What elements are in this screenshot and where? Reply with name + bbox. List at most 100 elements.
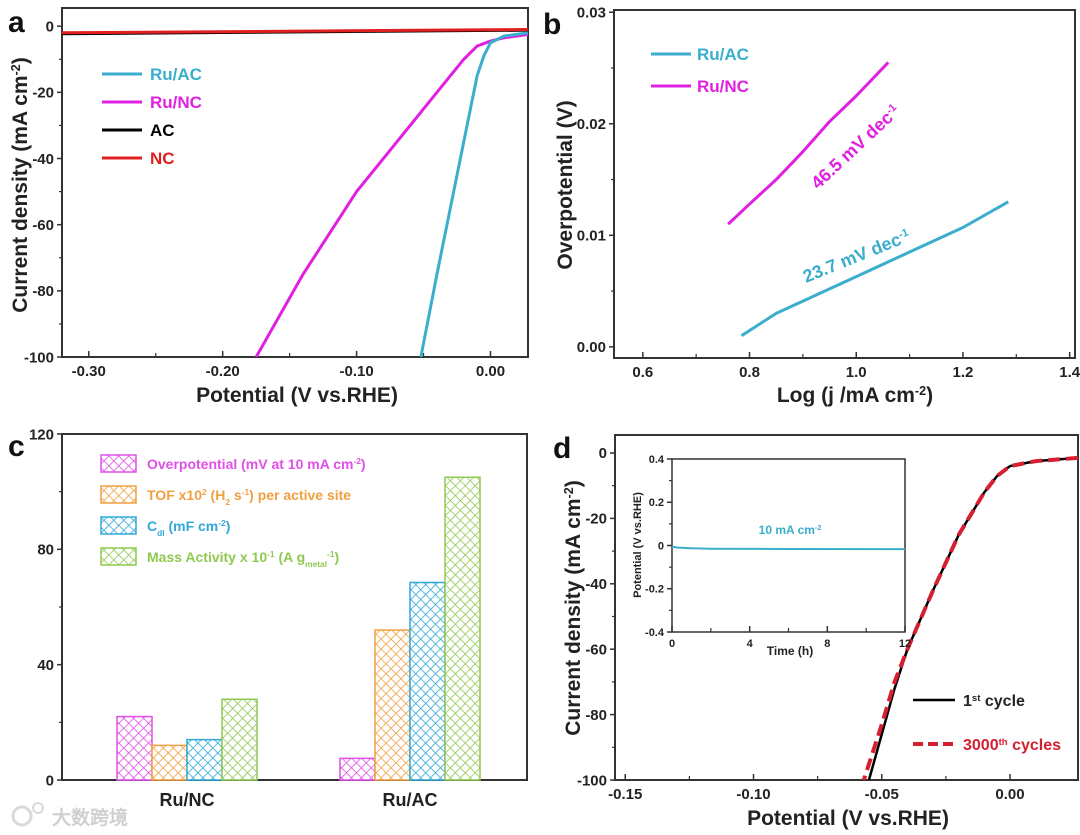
panel-a: -0.30 -0.20 -0.10 0.00 0 -20 -40 -60 -80 -100 Ru/A… [9, 7, 529, 407]
y-tick-label: -40 [32, 151, 54, 168]
bar-ru-nc-3 [221, 698, 258, 781]
panel-c: 0 40 80 120 Ru/NC Ru/AC Overpotential (mV at 1… [29, 426, 528, 810]
x-tick-label: -0.15 [608, 786, 642, 803]
y-tick-label: 0.2 [649, 497, 664, 509]
x-tick-label: 1.4 [1059, 364, 1080, 381]
x-tick-label: -0.30 [72, 363, 106, 380]
x-tick-label: 0 [669, 638, 675, 650]
legend-label: Mass Activity x 10-1 (A gmetal-1) [147, 549, 339, 569]
legend-label: Ru/AC [697, 45, 749, 64]
legend-swatch [100, 485, 137, 504]
legend-label: 1st cycle [963, 693, 1025, 711]
panel-d: -0.15 -0.10 -0.05 0.00 0 -20 -40 -60 -80 -100 1st … [562, 434, 1079, 830]
legend-label: 3000th cycles [963, 737, 1061, 755]
y-axis-title: Current density (mA cm-2) [562, 480, 585, 735]
legend-label: NC [150, 149, 175, 168]
y-tick-label: 0 [46, 18, 54, 35]
y-tick-label: 0.01 [577, 228, 606, 245]
series-line-nc [62, 28, 528, 35]
x-tick-label: 0.6 [632, 364, 653, 381]
series-group [861, 455, 1078, 780]
y-tick-label: 40 [37, 657, 54, 674]
inset-background [672, 459, 905, 632]
bar-ru-nc-1 [151, 744, 188, 781]
watermark: 大数跨境 [11, 802, 128, 829]
x-tick-label: 1.0 [846, 364, 867, 381]
y-tick-label: 0 [46, 772, 54, 789]
x-tick-label: 12 [899, 638, 911, 650]
panel-letter-d: d [553, 432, 571, 465]
y-tick-label: 0.02 [577, 116, 606, 133]
bar-ru-nc-0 [116, 715, 153, 781]
bar-ru-ac-0 [339, 757, 376, 781]
y-tick-label: -40 [585, 576, 607, 593]
y-tick-label: -20 [32, 85, 54, 102]
inset-annotation: 10 mA cm-2 [759, 523, 822, 538]
x-tick-label: 1.2 [953, 364, 974, 381]
y-tick-label: -80 [32, 283, 54, 300]
y-tick-label: 120 [29, 426, 54, 443]
y-tick-label: -0.4 [645, 627, 665, 639]
legend-swatch [100, 547, 137, 566]
watermark-logo-icon [11, 805, 33, 827]
category-label: Ru/NC [160, 790, 215, 810]
series-line-ru-nc [727, 61, 890, 226]
y-tick-label: 0.00 [577, 339, 606, 356]
legend-swatch [100, 516, 137, 535]
x-tick-label: -0.05 [865, 786, 899, 803]
legend-label: Ru/NC [697, 77, 749, 96]
series-line-3000-th-cycles [861, 455, 1078, 780]
y-tick-label: 0.03 [577, 4, 606, 21]
y-tick-label: 80 [37, 542, 54, 559]
plot-frame [613, 9, 1076, 359]
legend-swatch [100, 454, 137, 473]
plot-frame [614, 434, 1079, 781]
panel-letter-a: a [8, 6, 25, 39]
x-tick-label: 4 [747, 638, 754, 650]
x-axis-title: Potential (V vs.RHE) [747, 807, 949, 830]
y-tick-label: -60 [32, 217, 54, 234]
y-tick-label: -100 [24, 349, 54, 366]
series-group [62, 28, 528, 357]
y-tick-label: -100 [577, 772, 607, 789]
y-tick-label: 0 [658, 540, 664, 552]
inset-y-axis-title: Potential (V vs.RHE) [632, 492, 644, 598]
inset-x-axis-title: Time (h) [767, 644, 813, 658]
slope-annotation: 46.5 mV dec-1 [807, 101, 904, 193]
x-tick-label: 8 [824, 638, 830, 650]
watermark-text: 大数跨境 [52, 806, 128, 829]
x-tick-label: 0.00 [476, 363, 505, 380]
panel-letter-b: b [543, 8, 561, 41]
x-tick-label: -0.10 [339, 363, 373, 380]
x-tick-label: 0.8 [739, 364, 760, 381]
series-line-ru-ac [419, 31, 528, 357]
bar-ru-nc-2 [186, 738, 223, 781]
panel-b: 0.6 0.8 1.0 1.2 1.4 0.00 0.01 0.02 0.03 Ru/AC Ru/N… [554, 4, 1080, 407]
legend-label: Cdl (mF cm-2) [147, 518, 230, 538]
y-tick-label: -20 [585, 511, 607, 528]
series-line-10-ma-cm-2 [671, 545, 906, 551]
y-tick-label: 0.4 [649, 454, 665, 466]
x-tick-label: -0.20 [206, 363, 240, 380]
series-line-ru-nc [254, 32, 528, 357]
panel-letter-c: c [8, 430, 25, 463]
y-tick-label: -0.2 [645, 584, 664, 596]
y-axis-title: Current density (mA cm-2) [9, 57, 32, 312]
y-tick-label: -60 [585, 641, 607, 658]
category-label: Ru/AC [383, 790, 438, 810]
series-line-ru-ac [740, 200, 1010, 337]
x-tick-label: 0.00 [995, 786, 1024, 803]
bar-ru-ac-1 [374, 629, 411, 781]
y-tick-label: -80 [585, 707, 607, 724]
x-axis-title: Log (j /mA cm-2) [777, 384, 933, 407]
x-tick-label: -0.10 [736, 786, 770, 803]
plot-frame [61, 7, 529, 358]
legend-label: Ru/NC [150, 93, 202, 112]
bar-ru-ac-3 [444, 476, 481, 781]
legend-label: Overpotential (mV at 10 mA cm-2) [147, 456, 366, 472]
y-tick-label: 0 [599, 445, 607, 462]
x-axis-title: Potential (V vs.RHE) [196, 384, 398, 407]
y-axis-title: Overpotential (V) [554, 100, 577, 269]
legend-label: AC [150, 121, 175, 140]
